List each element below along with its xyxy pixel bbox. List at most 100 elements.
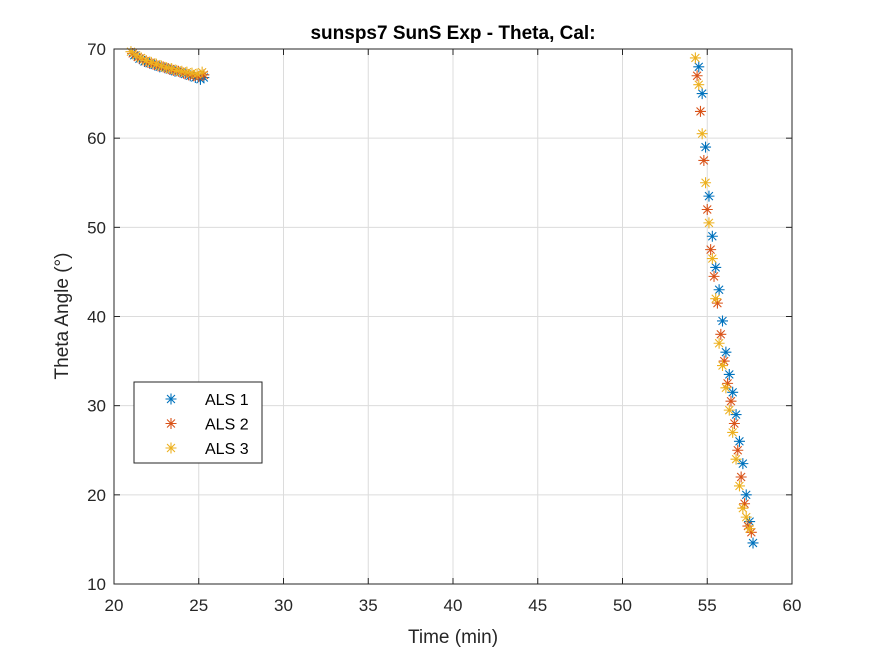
- legend: ALS 1 ALS 2 ALS 3: [133, 381, 263, 464]
- data-point: [157, 61, 169, 73]
- y-tick-label: 40: [87, 308, 106, 327]
- data-point: [135, 52, 147, 64]
- data-point: [723, 368, 735, 380]
- data-point: [196, 66, 208, 78]
- legend-label: ALS 1: [205, 392, 249, 409]
- legend-box: [133, 381, 263, 464]
- data-point: [698, 154, 710, 166]
- data-point: [696, 128, 708, 140]
- data-point: [739, 498, 751, 510]
- data-point: [689, 52, 701, 64]
- axis-ticks: [113, 48, 793, 585]
- y-tick-label: 20: [87, 486, 106, 505]
- x-tick-label: 40: [444, 596, 463, 615]
- series-als-3: [125, 46, 756, 535]
- data-point: [725, 395, 737, 407]
- data-point: [181, 66, 193, 78]
- x-tick-label: 20: [105, 596, 124, 615]
- data-point: [722, 377, 734, 389]
- data-point: [713, 337, 725, 349]
- data-point: [717, 360, 728, 372]
- legend-label: ALS 2: [205, 417, 249, 434]
- data-point: [155, 60, 167, 72]
- data-point: [700, 141, 712, 153]
- data-marks: [125, 46, 759, 549]
- data-point: [732, 444, 744, 456]
- data-point: [744, 523, 756, 535]
- legend-label: ALS 3: [205, 441, 249, 458]
- data-point: [150, 58, 162, 70]
- data-point: [705, 244, 717, 256]
- tick-labels: 20 25 30 35 40 45 50 55 60 10 20 30 40 50 60 70: [87, 40, 801, 615]
- data-point: [171, 64, 183, 76]
- data-point: [737, 458, 749, 470]
- data-point: [706, 230, 718, 242]
- data-point: [186, 67, 198, 79]
- x-tick-label: 30: [274, 596, 293, 615]
- data-point: [710, 293, 722, 305]
- data-point: [740, 511, 752, 523]
- data-point: [718, 355, 730, 367]
- data-point: [198, 69, 210, 81]
- data-point: [166, 63, 178, 75]
- data-point: [161, 62, 173, 74]
- x-axis-label: Time (min): [408, 627, 498, 648]
- data-point: [742, 520, 754, 532]
- data-point: [733, 480, 745, 492]
- data-point: [711, 297, 723, 309]
- y-tick-label: 50: [87, 218, 106, 237]
- data-point: [720, 346, 732, 358]
- data-point: [745, 526, 757, 538]
- data-point: [145, 56, 157, 68]
- data-point: [194, 73, 206, 85]
- data-point: [140, 55, 152, 67]
- y-axis-label: Theta Angle (°): [52, 253, 73, 380]
- data-point: [730, 409, 742, 421]
- data-point: [708, 270, 720, 282]
- x-tick-label: 50: [613, 596, 632, 615]
- data-point: [703, 217, 715, 229]
- data-point: [125, 46, 137, 58]
- data-point: [727, 426, 739, 438]
- data-point: [691, 70, 703, 82]
- data-point: [693, 61, 705, 73]
- y-tick-label: 60: [87, 129, 106, 148]
- y-tick-label: 30: [87, 397, 106, 416]
- data-point: [713, 284, 725, 296]
- data-point: [183, 69, 195, 81]
- data-point: [696, 88, 708, 100]
- data-point: [740, 489, 752, 501]
- data-point: [717, 315, 728, 327]
- data-point: [735, 471, 747, 483]
- data-point: [701, 204, 713, 215]
- data-point: [747, 537, 759, 549]
- data-point: [727, 386, 739, 398]
- data-point: [694, 105, 706, 117]
- data-point: [130, 49, 142, 61]
- y-tick-label: 10: [87, 575, 106, 594]
- data-point: [193, 71, 205, 83]
- data-point: [723, 404, 735, 416]
- data-point: [720, 382, 732, 394]
- data-point: [733, 435, 745, 447]
- x-tick-label: 60: [783, 596, 802, 615]
- legend-marker: [165, 418, 177, 429]
- x-tick-label: 35: [359, 596, 378, 615]
- data-point: [176, 65, 188, 77]
- chart-title: sunsps7 SunS Exp - Theta, Cal:: [310, 23, 595, 44]
- x-tick-label: 45: [528, 596, 547, 615]
- data-point: [737, 502, 749, 514]
- data-point: [710, 261, 722, 273]
- data-point: [188, 70, 200, 82]
- data-point: [191, 68, 203, 80]
- data-point: [728, 418, 740, 429]
- data-point: [700, 177, 712, 189]
- x-tick-label: 55: [698, 596, 717, 615]
- data-point: [706, 253, 718, 265]
- data-point: [715, 328, 727, 340]
- y-tick-label: 70: [87, 40, 106, 59]
- data-point: [164, 64, 176, 76]
- legend-marker: [165, 442, 177, 454]
- x-tick-label: 25: [189, 596, 208, 615]
